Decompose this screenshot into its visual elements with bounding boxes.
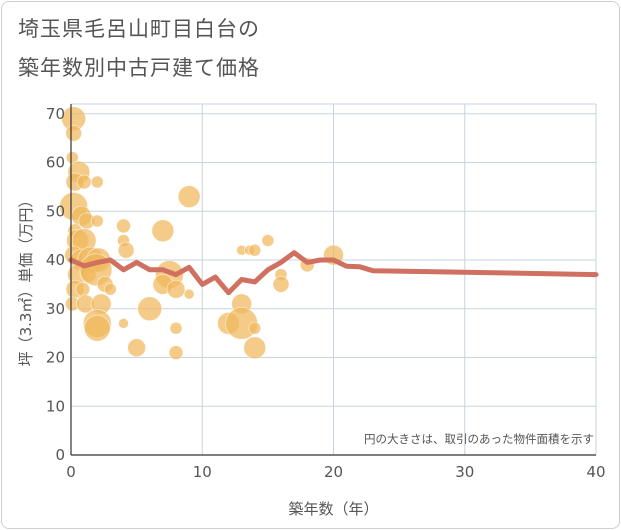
bubble-point (75, 281, 91, 297)
y-tick-label: 60 (46, 154, 65, 172)
bubble-point (117, 241, 135, 259)
bubble-point (169, 321, 183, 335)
bubble-point (65, 124, 83, 142)
bubble-point (177, 185, 201, 209)
bubble-point (261, 234, 275, 247)
bubble-point (248, 321, 262, 335)
bubble-point (127, 338, 147, 358)
bubble-point (83, 314, 111, 342)
y-tick-label: 40 (46, 251, 65, 269)
tick-labels: 0 10 20 30 40 0 10 20 30 40 50 60 70 (46, 105, 606, 481)
y-tick-label: 10 (46, 397, 65, 415)
y-tick-label: 70 (46, 105, 65, 123)
y-axis-label: 坪（3.3㎡）単価（万円） (17, 193, 35, 367)
bubble-point (248, 243, 262, 257)
chart-title-line-1: 埼玉県毛呂山町目白台の (18, 17, 260, 41)
bubble-point (103, 282, 117, 296)
bubble-point (272, 275, 290, 293)
x-tick-label: 40 (586, 463, 605, 481)
bubble-point (137, 296, 163, 322)
chart-title-line-2: 築年数別中古戸建て価格 (18, 56, 260, 80)
x-tick-label: 0 (66, 463, 76, 481)
bubble-point (183, 288, 195, 300)
bubble-size-note: 円の大きさは、取引のあった物件面積を示す (364, 432, 594, 446)
x-axis-label: 築年数（年） (288, 500, 378, 518)
bubble-point (243, 336, 267, 360)
x-tick-label: 20 (324, 463, 343, 481)
bubble-point (90, 214, 104, 228)
x-tick-label: 10 (193, 463, 212, 481)
y-tick-label: 50 (46, 202, 65, 220)
axes (70, 104, 596, 456)
bubble-point (116, 218, 131, 234)
y-tick-label: 20 (46, 349, 65, 367)
y-tick-label: 30 (46, 300, 65, 318)
bubble-point (90, 175, 104, 189)
average-price-line (68, 250, 599, 296)
bubble-point (166, 279, 186, 299)
bubble-point (118, 317, 129, 329)
bubble-point (151, 219, 175, 243)
bubble-point (76, 174, 92, 190)
x-tick-label: 30 (455, 463, 474, 481)
bubble-point (168, 345, 184, 361)
y-tick-label: 0 (55, 446, 65, 464)
